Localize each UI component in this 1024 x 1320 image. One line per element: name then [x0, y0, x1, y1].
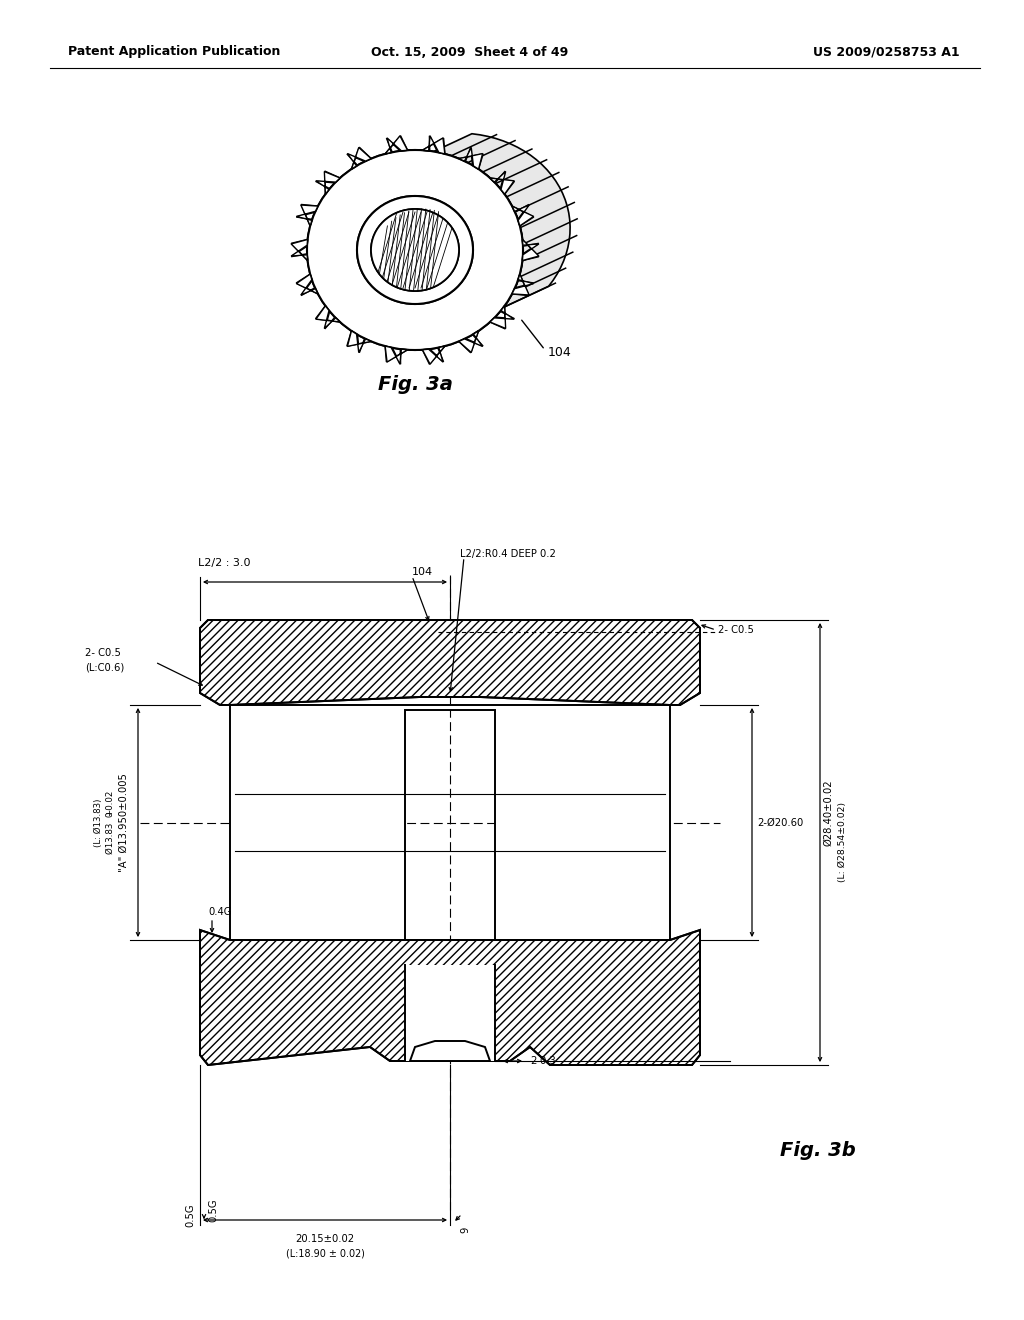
Polygon shape: [296, 275, 318, 296]
Polygon shape: [315, 306, 340, 329]
Polygon shape: [489, 172, 514, 194]
Polygon shape: [512, 275, 534, 294]
Polygon shape: [316, 306, 340, 329]
Polygon shape: [489, 306, 514, 329]
Polygon shape: [423, 346, 444, 364]
Polygon shape: [459, 148, 483, 169]
Ellipse shape: [357, 195, 473, 304]
Polygon shape: [410, 1041, 490, 1061]
Text: Fig. 3b: Fig. 3b: [780, 1140, 856, 1159]
Polygon shape: [230, 705, 670, 965]
Text: (L:18.90 ± 0.02): (L:18.90 ± 0.02): [286, 1247, 365, 1258]
Text: 9: 9: [460, 1226, 470, 1233]
Text: 0.5G: 0.5G: [185, 1204, 195, 1226]
Text: "A" Ø13.950±0.005: "A" Ø13.950±0.005: [119, 774, 129, 873]
Polygon shape: [385, 346, 408, 364]
Ellipse shape: [371, 209, 459, 290]
Polygon shape: [459, 331, 483, 352]
Text: (L: Ø13.83): (L: Ø13.83): [93, 799, 102, 846]
Polygon shape: [522, 239, 539, 260]
Polygon shape: [296, 205, 318, 226]
Polygon shape: [200, 931, 700, 1065]
Polygon shape: [316, 172, 340, 194]
Text: Ø13.83  0: Ø13.83 0: [105, 812, 115, 854]
Polygon shape: [423, 136, 444, 154]
Polygon shape: [423, 346, 444, 364]
Text: 0.5G: 0.5G: [208, 1199, 218, 1222]
Polygon shape: [347, 331, 371, 352]
Polygon shape: [296, 205, 318, 226]
Text: 2- C0.5: 2- C0.5: [718, 624, 754, 635]
Polygon shape: [512, 205, 534, 226]
Text: +0.02: +0.02: [105, 789, 115, 816]
Text: Patent Application Publication: Patent Application Publication: [68, 45, 281, 58]
Polygon shape: [315, 172, 340, 194]
Polygon shape: [296, 275, 318, 294]
Text: L2/2:R0.4 DEEP 0.2: L2/2:R0.4 DEEP 0.2: [460, 549, 556, 558]
Text: 104: 104: [548, 346, 571, 359]
Polygon shape: [489, 306, 514, 329]
Polygon shape: [522, 239, 539, 260]
Ellipse shape: [307, 150, 523, 350]
Text: 2-0.3: 2-0.3: [530, 1056, 556, 1067]
Text: Oct. 15, 2009  Sheet 4 of 49: Oct. 15, 2009 Sheet 4 of 49: [372, 45, 568, 58]
Polygon shape: [512, 205, 534, 226]
Text: Fig. 3a: Fig. 3a: [378, 375, 453, 395]
Polygon shape: [459, 148, 482, 169]
Polygon shape: [347, 148, 371, 169]
Polygon shape: [459, 331, 482, 352]
Polygon shape: [385, 346, 408, 364]
Text: 2- C0.5
(L:C0.6): 2- C0.5 (L:C0.6): [85, 648, 124, 672]
Text: 104: 104: [412, 568, 433, 577]
Text: L2/2 : 3.0: L2/2 : 3.0: [198, 558, 251, 568]
Polygon shape: [200, 620, 700, 705]
Polygon shape: [347, 148, 371, 169]
Polygon shape: [347, 331, 371, 352]
Polygon shape: [291, 239, 307, 260]
Polygon shape: [423, 136, 444, 154]
Polygon shape: [406, 965, 495, 1061]
Ellipse shape: [307, 150, 523, 350]
Polygon shape: [385, 136, 408, 154]
Ellipse shape: [371, 209, 459, 290]
Text: (L: Ø28.54±0.02): (L: Ø28.54±0.02): [838, 803, 847, 883]
Text: Ø28.40±0.02: Ø28.40±0.02: [823, 779, 833, 846]
Ellipse shape: [357, 195, 473, 304]
Polygon shape: [489, 172, 514, 194]
Polygon shape: [512, 275, 534, 296]
Polygon shape: [291, 239, 307, 260]
Text: 2-Ø20.60: 2-Ø20.60: [757, 817, 803, 828]
Text: US 2009/0258753 A1: US 2009/0258753 A1: [813, 45, 961, 58]
Polygon shape: [385, 136, 408, 154]
Text: 20.15±0.02: 20.15±0.02: [296, 1234, 354, 1243]
Polygon shape: [434, 133, 570, 308]
Text: 0.4G: 0.4G: [208, 907, 231, 917]
